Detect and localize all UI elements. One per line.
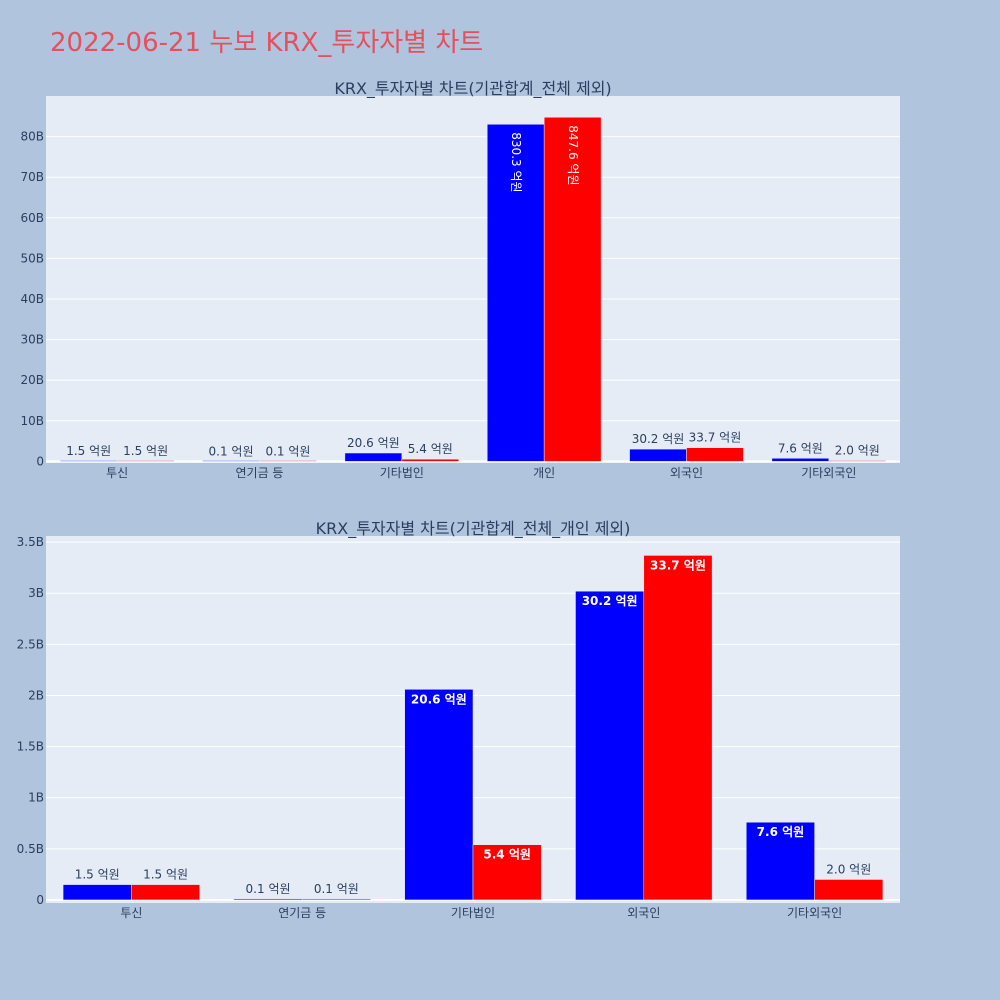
bar <box>202 460 260 462</box>
y-tick-label: 30B <box>20 333 44 347</box>
bar-value-label: 2.0 억원 <box>835 444 880 458</box>
y-tick-label: 20B <box>20 373 44 387</box>
bar <box>62 884 132 901</box>
bar <box>259 460 317 462</box>
chart-title: KRX_투자자별 차트(기관합계_전체_개인 제외) <box>316 519 631 539</box>
y-tick-label: 70B <box>20 170 44 184</box>
bar-value-label: 830.3 억원 <box>509 132 523 192</box>
y-tick-label: 3B <box>28 586 44 600</box>
y-tick-label: 10B <box>20 414 44 428</box>
bar-value-label: 5.4 억원 <box>483 848 531 862</box>
bar-value-label: 33.7 억원 <box>650 558 706 572</box>
bar-value-label: 7.6 억원 <box>778 441 823 455</box>
bar <box>543 117 602 462</box>
x-tick-label: 연기금 등 <box>236 466 284 480</box>
bar-value-label: 1.5 억원 <box>123 444 168 458</box>
x-tick-label: 기타외국인 <box>787 906 842 920</box>
bar-value-label: 20.6 억원 <box>411 692 467 706</box>
bar-value-label: 20.6 억원 <box>347 436 400 450</box>
y-tick-label: 50B <box>20 251 44 265</box>
x-tick-label: 기타법인 <box>451 906 495 920</box>
bar-value-label: 847.6 억원 <box>566 125 580 185</box>
bar-value-label: 0.1 억원 <box>246 882 291 896</box>
y-tick-label: 0 <box>36 454 44 468</box>
y-tick-label: 1B <box>28 791 44 805</box>
bar <box>814 879 884 901</box>
bar-value-label: 0.1 억원 <box>209 444 254 458</box>
x-tick-label: 기타외국인 <box>801 466 856 480</box>
bar-value-label: 5.4 억원 <box>408 442 453 456</box>
page-title: 2022-06-21 누보 KRX_투자자별 차트 <box>50 28 484 58</box>
bar <box>401 458 460 462</box>
x-tick-label: 외국인 <box>670 466 703 480</box>
y-tick-label: 1.5B <box>17 740 44 754</box>
bar <box>828 460 887 462</box>
bar-value-label: 2.0 억원 <box>826 862 871 876</box>
bar <box>486 124 545 462</box>
bar <box>686 447 744 462</box>
bar <box>59 460 118 462</box>
bar-value-label: 1.5 억원 <box>75 868 120 882</box>
bar <box>344 452 403 462</box>
bar-value-label: 1.5 억원 <box>66 444 111 458</box>
x-tick-label: 투신 <box>120 906 142 920</box>
chart-title: KRX_투자자별 차트(기관합계_전체 제외) <box>334 79 611 99</box>
bar <box>404 689 474 901</box>
y-tick-label: 2.5B <box>17 637 44 651</box>
bar <box>629 448 687 462</box>
bar-value-label: 30.2 억원 <box>582 594 638 608</box>
x-tick-label: 외국인 <box>627 906 660 920</box>
x-tick-label: 개인 <box>533 466 555 480</box>
y-tick-label: 3.5B <box>17 535 44 549</box>
bar-value-label: 0.1 억원 <box>314 882 359 896</box>
bar-value-label: 30.2 억원 <box>632 432 685 446</box>
x-tick-label: 투신 <box>106 466 128 480</box>
bar <box>472 844 542 901</box>
y-tick-label: 2B <box>28 688 44 702</box>
y-tick-label: 0 <box>36 893 44 907</box>
bar <box>233 898 303 901</box>
bar <box>643 555 713 901</box>
bar <box>131 884 200 901</box>
bar <box>771 458 830 462</box>
bar-value-label: 33.7 억원 <box>689 431 742 445</box>
x-tick-label: 연기금 등 <box>278 906 326 920</box>
plot-area-0 <box>46 96 900 463</box>
x-tick-label: 기타법인 <box>380 466 424 480</box>
y-tick-label: 60B <box>20 211 44 225</box>
bar-value-label: 0.1 억원 <box>265 444 310 458</box>
bar-value-label: 1.5 억원 <box>143 868 188 882</box>
bar <box>301 898 371 901</box>
bar <box>575 590 645 901</box>
bar <box>116 460 175 462</box>
bar-value-label: 7.6 억원 <box>757 825 805 839</box>
y-tick-label: 40B <box>20 292 44 306</box>
y-tick-label: 80B <box>20 130 44 144</box>
y-tick-label: 0.5B <box>17 842 44 856</box>
bar <box>746 821 815 901</box>
